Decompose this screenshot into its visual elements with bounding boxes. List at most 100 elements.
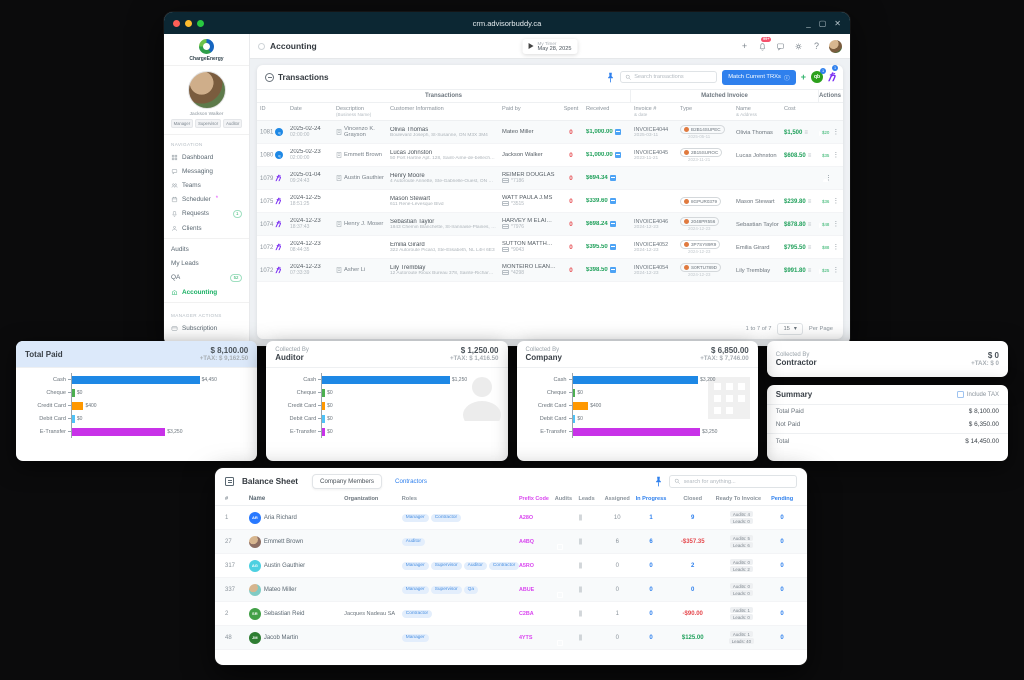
leads-icon[interactable]: ||| <box>578 634 583 641</box>
user-avatar[interactable] <box>829 39 842 53</box>
add-transaction-button[interactable]: + <box>800 72 807 82</box>
sidebar-item-scheduler[interactable]: Scheduler * <box>164 192 249 206</box>
toggle-amount: $36 <box>822 198 830 204</box>
invoice-type-badge[interactable]: 2B15SUROC <box>680 148 723 157</box>
chart-value-label: $400 <box>590 402 602 409</box>
add-icon[interactable]: + <box>741 41 748 51</box>
zoom-traffic-light[interactable] <box>197 19 204 27</box>
invoice-type-badge[interactable]: S0RTU789D <box>680 263 721 272</box>
timer-date: May 28, 2025 <box>537 45 572 52</box>
sidebar-item-messaging[interactable]: Messaging <box>164 164 249 178</box>
per-page-select[interactable]: 15 ▾ <box>777 323 803 335</box>
transaction-id: 1075 <box>260 198 274 205</box>
invoice-type-badge[interactable]: 2048PR556 <box>680 217 720 226</box>
menu-icon[interactable]: ≡ <box>807 244 812 251</box>
avatar: JM <box>248 631 261 644</box>
avatar <box>248 535 261 548</box>
member-row: 1 AR Aria Richard Manager Contractor A28O … <box>215 506 807 530</box>
note-icon[interactable] <box>614 129 621 135</box>
balance-sheet-title: Balance Sheet <box>242 477 298 486</box>
menu-icon[interactable]: ≡ <box>804 129 808 136</box>
play-icon[interactable] <box>528 43 534 49</box>
invoice-type-badge[interactable]: 3P7SY89R9 <box>680 240 721 249</box>
sidebar-item-my-leads[interactable]: My Leads <box>164 256 249 270</box>
chart-row: Debit Card $0 <box>270 412 499 425</box>
sidebar-item-subscription[interactable]: Subscription <box>164 321 249 335</box>
timer-widget[interactable]: My Timer May 28, 2025 <box>522 38 578 54</box>
prefix-code: C2BA <box>518 610 534 617</box>
sidebar-item-qa[interactable]: QA 52 <box>164 270 249 285</box>
notifications-bell-icon[interactable]: 99+ <box>757 36 772 52</box>
row-menu-icon[interactable]: ⋮ <box>832 220 840 228</box>
chart-bar <box>72 388 75 397</box>
sidebar-item-requests[interactable]: Requests 1 <box>164 206 249 221</box>
tab-contractors[interactable]: Contractors <box>394 478 427 485</box>
tab-company-members[interactable]: Company Members <box>311 474 382 489</box>
leads-icon[interactable]: ||| <box>578 610 583 617</box>
include-tax-checkbox[interactable]: Include TAX <box>956 391 999 398</box>
invoice-type-badge[interactable]: 8GPUR0379 <box>680 196 722 206</box>
pagination-range: 1 to 7 of 7 <box>745 326 772 332</box>
leads-icon[interactable]: ||| <box>578 538 583 545</box>
pin-icon[interactable] <box>606 72 615 83</box>
spent-amount: 0 <box>569 128 573 136</box>
sidebar-item-audits[interactable]: Audits <box>164 242 249 256</box>
sidebar-item-accounting[interactable]: Accounting <box>164 285 249 299</box>
balance-search <box>669 475 797 488</box>
menu-icon[interactable]: ≡ <box>807 267 812 274</box>
menu-icon[interactable]: ≡ <box>807 221 812 228</box>
row-menu-icon[interactable]: ⋮ <box>832 151 840 159</box>
profile-avatar[interactable] <box>187 71 226 109</box>
row-menu-icon[interactable]: ⋮ <box>832 128 840 136</box>
messages-icon[interactable] <box>775 41 786 52</box>
note-icon[interactable] <box>609 198 616 204</box>
chart-category-label: E-Transfer <box>290 428 317 435</box>
chart-category-label: Credit Card <box>537 402 567 409</box>
settings-gear-icon[interactable] <box>793 41 804 52</box>
close-icon[interactable]: ✕ <box>834 18 841 28</box>
person-watermark-icon <box>462 375 502 429</box>
summary-card: Summary Include TAX Total Paid $ 8,100.00… <box>766 385 1008 461</box>
note-icon[interactable] <box>609 267 616 273</box>
sidebar-item-teams[interactable]: Teams <box>164 178 249 192</box>
sidebar-item-clients[interactable]: Clients <box>164 221 249 235</box>
transactions-search-input[interactable] <box>634 74 713 80</box>
checkbox-icon[interactable] <box>956 391 964 398</box>
quickbooks-icon[interactable]: qb 1 <box>811 68 827 83</box>
menu-icon[interactable]: ≡ <box>807 152 812 159</box>
menu-icon[interactable]: ≡ <box>807 198 812 205</box>
sidebar-item-dashboard[interactable]: Dashboard <box>164 150 249 164</box>
sidebar-collapse-button[interactable] <box>258 42 265 50</box>
card-tax: +TAX: $ 1,416.50 <box>449 355 499 362</box>
row-menu-icon[interactable]: ⋮ <box>832 266 840 274</box>
note-icon[interactable] <box>609 175 616 181</box>
note-icon[interactable] <box>609 244 616 250</box>
customer-address: 12 Autoroute Rioux Bureau 378, Sainte-Ri… <box>390 270 496 276</box>
match-current-trxs-button[interactable]: Match Current TRXs ⓘ <box>722 69 796 85</box>
chart-row: Credit Card $0 <box>270 399 499 412</box>
chart-value-label: $400 <box>85 402 97 409</box>
leads-icon[interactable]: ||| <box>578 562 583 569</box>
toggle-amount: $25 <box>822 267 830 273</box>
balance-search-input[interactable] <box>683 478 784 485</box>
minimize-traffic-light[interactable] <box>185 19 192 27</box>
leads-icon[interactable]: ||| <box>578 514 583 521</box>
pending-count: 0 <box>780 586 784 593</box>
help-icon[interactable]: ? <box>813 41 819 51</box>
leads-icon[interactable]: ||| <box>578 586 583 593</box>
row-menu-icon[interactable]: ⋮ <box>832 243 840 251</box>
note-icon[interactable] <box>614 152 621 158</box>
rti-audits-badge: Audits: 1 <box>729 607 753 613</box>
invoice-type-badge[interactable]: B2B14SUPEC <box>680 125 725 134</box>
close-traffic-light[interactable] <box>173 19 180 27</box>
summary-label: Not Paid <box>775 421 801 428</box>
maximize-icon[interactable]: ▢ <box>818 18 827 28</box>
row-menu-icon[interactable]: ⋮ <box>832 197 840 205</box>
honeybook-icon[interactable]: ℏ 1 <box>828 65 838 84</box>
row-menu-icon[interactable]: ⋮ <box>825 174 832 182</box>
chart-row: E-Transfer $3,250 <box>521 425 750 438</box>
note-icon[interactable] <box>609 221 616 227</box>
rti-audits-badge: Audits: 1 <box>729 631 753 637</box>
pin-icon[interactable] <box>654 476 663 487</box>
minimize-icon[interactable]: _ <box>806 18 811 28</box>
